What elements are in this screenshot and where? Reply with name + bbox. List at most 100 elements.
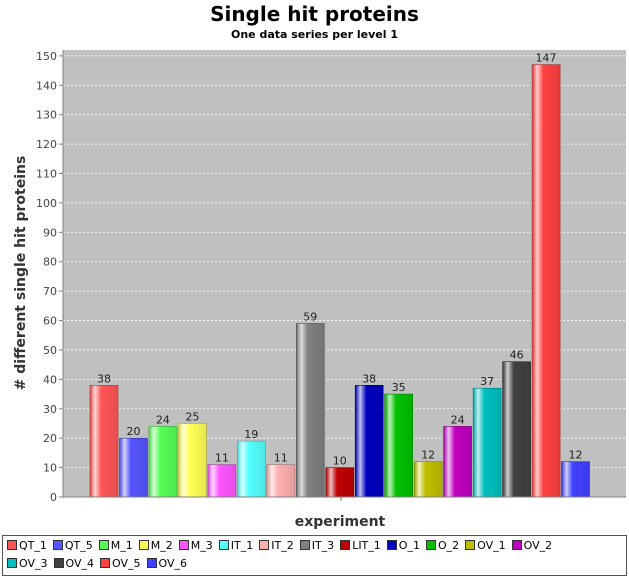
bar-value-label: 147: [536, 52, 557, 65]
bar-qt-5: [119, 437, 148, 498]
legend-label: OV_6: [158, 557, 188, 570]
legend-swatch: [340, 540, 351, 550]
y-tick-label: 140: [36, 79, 57, 92]
legend-label: OV_3: [19, 557, 48, 570]
bar-value-label: 11: [215, 452, 229, 465]
legend-swatch: [386, 540, 397, 550]
bar-ov-2: [443, 426, 472, 498]
bar-value-label: 38: [362, 372, 376, 385]
legend-label: M_3: [190, 539, 213, 552]
legend-swatch: [425, 540, 436, 550]
legend-item: LIT_1: [340, 539, 381, 552]
legend-label: LIT_1: [352, 539, 381, 552]
legend-swatch: [100, 558, 110, 568]
bar-value-label: 11: [274, 452, 288, 465]
legend-swatch: [7, 558, 17, 568]
legend-swatch: [511, 540, 522, 550]
legend-row: OV_3 OV_4 OV_5 OV_6: [7, 557, 193, 573]
legend-item: O_1: [386, 539, 420, 552]
bar-m-1: [148, 426, 178, 498]
y-tick-label: 100: [36, 197, 57, 210]
bar-value-label: 24: [156, 413, 170, 426]
bar-value-label: 20: [127, 425, 141, 438]
bar-value-label: 12: [421, 449, 435, 462]
legend-label: IT_1: [230, 539, 254, 552]
legend-item: IT_1: [218, 539, 254, 552]
legend-swatch: [259, 540, 270, 550]
y-axis: 0 10 20 30 40 50 60 70 80 90 100 110 120 130 140 150: [36, 50, 64, 504]
legend-label: M_1: [110, 539, 133, 552]
bar-value-label: 12: [569, 449, 583, 462]
bar-value-label: 35: [392, 381, 406, 394]
legend-item: OV_3: [7, 557, 48, 570]
bar-lit-1: [325, 467, 355, 498]
bar-ov-3: [472, 387, 502, 498]
bar-value-label: 24: [451, 413, 465, 426]
legend-item: OV_5: [100, 557, 141, 570]
chart-title: Single hit proteins: [210, 2, 419, 26]
y-tick-label: 40: [43, 373, 57, 386]
legend-swatch: [7, 540, 17, 550]
legend-label: OV_1: [477, 539, 506, 552]
legend-item: M_3: [178, 539, 213, 552]
legend-item: M_2: [138, 539, 173, 552]
bar-it-3: [295, 323, 325, 498]
bar-value-label: 59: [303, 311, 317, 324]
legend-item: OV_4: [53, 557, 95, 570]
legend-swatch: [218, 540, 229, 550]
y-tick-label: 130: [36, 109, 57, 122]
legend-label: M_2: [150, 539, 173, 552]
legend-item: OV_1: [465, 539, 506, 552]
legend-label: O_1: [398, 539, 420, 552]
y-tick-label: 110: [36, 168, 57, 181]
legend-swatch: [299, 540, 310, 550]
bar-o-1: [354, 384, 384, 498]
legend-swatch: [465, 540, 476, 550]
legend-swatch: [146, 558, 157, 568]
legend-item: M_1: [98, 539, 133, 552]
legend-label: QT_5: [64, 539, 93, 552]
legend-item: IT_3: [299, 539, 335, 552]
legend-item: O_2: [425, 539, 460, 552]
bar-it-1: [237, 440, 266, 498]
y-tick-label: 80: [43, 256, 57, 269]
legend-label: IT_3: [311, 539, 335, 552]
bar-it-2: [266, 464, 296, 498]
legend-item: IT_2: [259, 539, 294, 552]
y-tick-label: 20: [43, 432, 57, 445]
legend-swatch: [178, 540, 189, 550]
y-tick-label: 0: [50, 491, 57, 504]
bar-value-label: 38: [97, 372, 111, 385]
y-tick-label: 60: [43, 315, 57, 328]
chart-subtitle: One data series per level 1: [230, 28, 399, 41]
y-tick-label: 50: [43, 344, 57, 357]
legend-label: O_2: [437, 539, 460, 552]
x-axis-label: experiment: [295, 514, 386, 530]
bar-ov-4: [502, 361, 531, 498]
x-axis: [63, 496, 626, 501]
legend-row: QT_1 QT_5 M_1 M_2 M_3 IT_1 IT_2 IT_3 LIT_1 O_1 O_2…: [7, 539, 558, 555]
legend-label: OV_2: [523, 539, 553, 552]
legend-label: IT_2: [271, 539, 294, 552]
bar-value-label: 46: [510, 349, 524, 362]
bar-value-label: 10: [333, 455, 347, 468]
legend-label: QT_1: [19, 539, 47, 552]
legend-item: OV_2: [511, 539, 553, 552]
legend-swatch: [52, 540, 63, 550]
bar-m-3: [207, 464, 237, 498]
bar-value-label: 25: [185, 411, 199, 424]
legend-label: OV_5: [112, 557, 141, 570]
bar-ov-1: [413, 461, 443, 498]
legend: QT_1 QT_5 M_1 M_2 M_3 IT_1 IT_2 IT_3 LIT_1 O_1 O_2…: [2, 535, 627, 576]
legend-item: OV_6: [146, 557, 188, 570]
y-tick-label: 90: [43, 226, 57, 239]
legend-label: OV_4: [65, 557, 95, 570]
bar-m-2: [178, 423, 207, 498]
bar-ov-5: [531, 64, 561, 498]
legend-swatch: [98, 540, 109, 550]
y-tick-label: 70: [43, 285, 57, 298]
chart-area: 38 20 24 25 11 19 11 59 10 38 35 12 24 37 46 147 12 0 10 2…: [13, 50, 626, 530]
legend-swatch: [53, 558, 64, 568]
bar-value-label: 37: [480, 375, 494, 388]
y-tick-label: 150: [36, 50, 57, 63]
